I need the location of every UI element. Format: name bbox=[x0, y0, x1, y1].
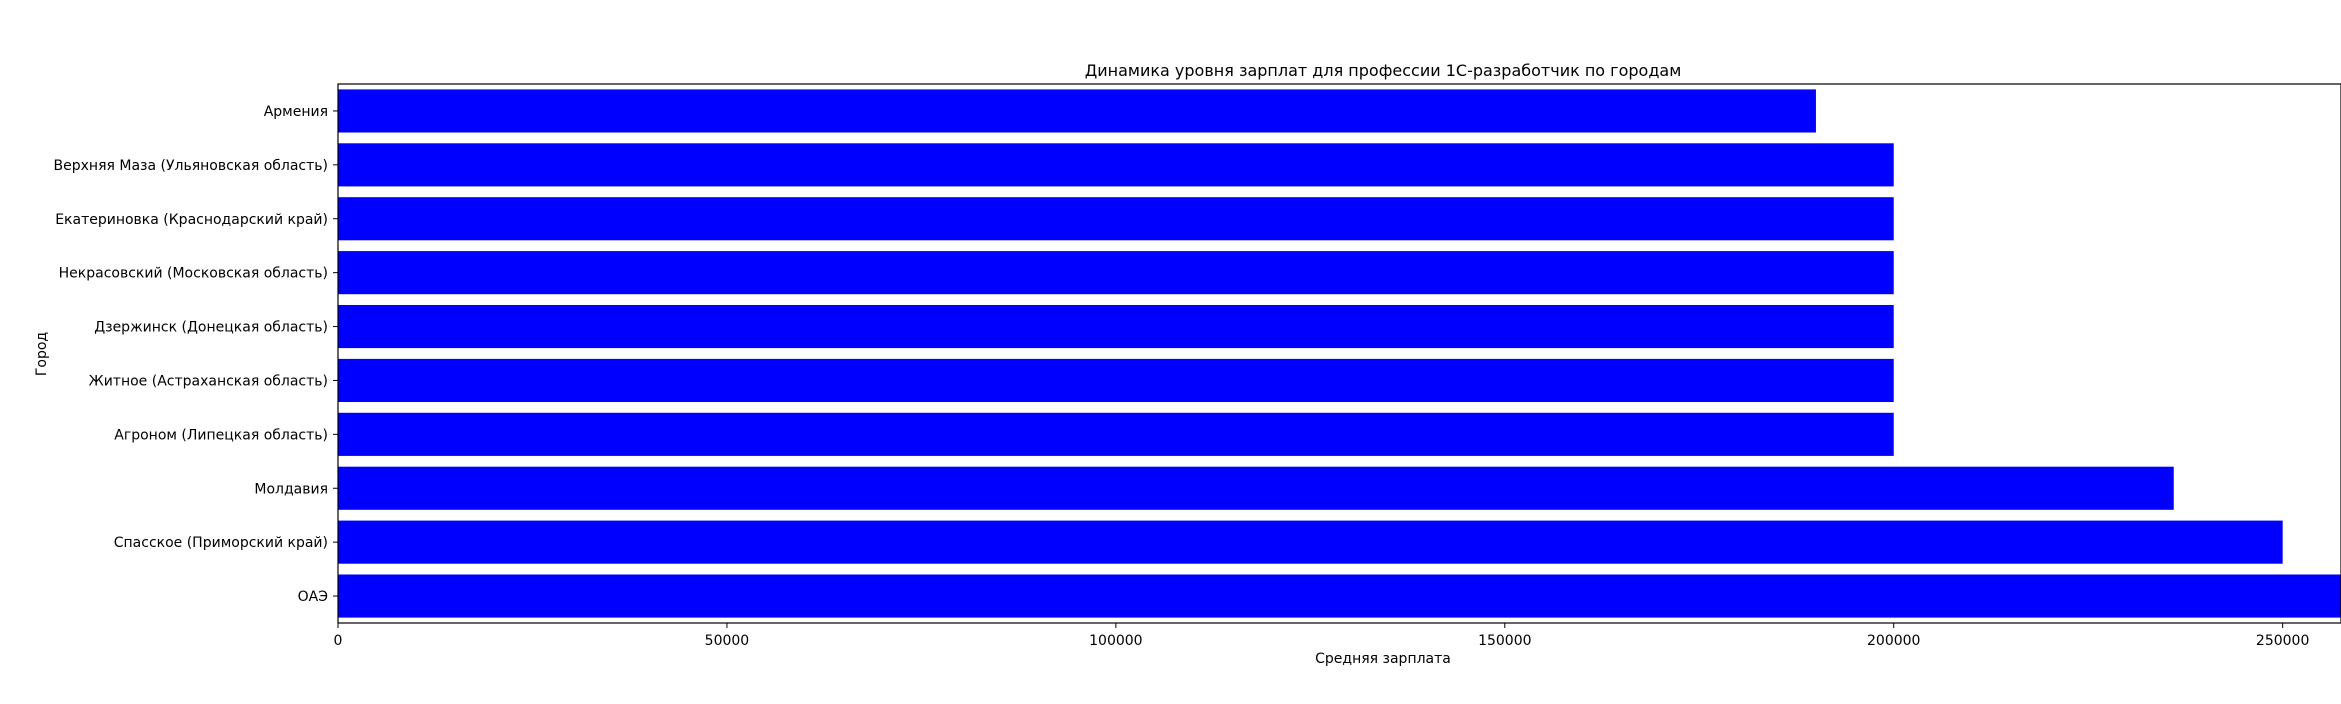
y-tick-label: Молдавия bbox=[254, 481, 328, 497]
y-tick-label: ОАЭ bbox=[298, 589, 328, 605]
x-tick-label: 150000 bbox=[1478, 633, 1531, 649]
bar bbox=[338, 466, 2174, 510]
x-tick-label: 0 bbox=[334, 633, 343, 649]
bars-layer bbox=[338, 89, 2341, 618]
y-tick-label: Верхняя Маза (Ульяновская область) bbox=[54, 158, 328, 174]
bar bbox=[338, 197, 1894, 241]
bar bbox=[338, 412, 1894, 456]
bar bbox=[338, 89, 1816, 133]
x-tick-label: 100000 bbox=[1089, 633, 1142, 649]
y-tick-label: Житное (Астраханская область) bbox=[89, 373, 328, 389]
x-tick-label: 250000 bbox=[2256, 633, 2309, 649]
x-tick-label: 50000 bbox=[705, 633, 750, 649]
bar bbox=[338, 520, 2283, 564]
y-tick-label: Агроном (Липецкая область) bbox=[114, 427, 328, 443]
y-tick-label: Некрасовский (Московская область) bbox=[59, 266, 328, 282]
x-tick-layer: 0 50000 100000 150000 200000 250000 bbox=[334, 623, 2309, 649]
chart-title: Динамика уровня зарплат для профессии 1С… bbox=[1085, 61, 1682, 80]
y-axis-label: Город bbox=[34, 332, 50, 376]
bar bbox=[338, 304, 1894, 349]
bar bbox=[338, 143, 1894, 187]
bar bbox=[338, 574, 2341, 618]
x-tick-label: 200000 bbox=[1867, 633, 1920, 649]
y-tick-label: Дзержинск (Донецкая область) bbox=[94, 320, 328, 336]
y-tick-label: Екатериновка (Краснодарский край) bbox=[55, 212, 328, 228]
y-tick-label: Армения bbox=[264, 104, 328, 120]
x-axis-label: Средняя зарплата bbox=[1315, 651, 1451, 667]
y-tick-layer: Армения Верхняя Маза (Ульяновская область… bbox=[54, 104, 338, 605]
plot-frame bbox=[337, 83, 2341, 624]
y-tick-label: Спасское (Приморский край) bbox=[114, 535, 328, 551]
bar bbox=[338, 251, 1894, 295]
bar bbox=[338, 358, 1894, 403]
